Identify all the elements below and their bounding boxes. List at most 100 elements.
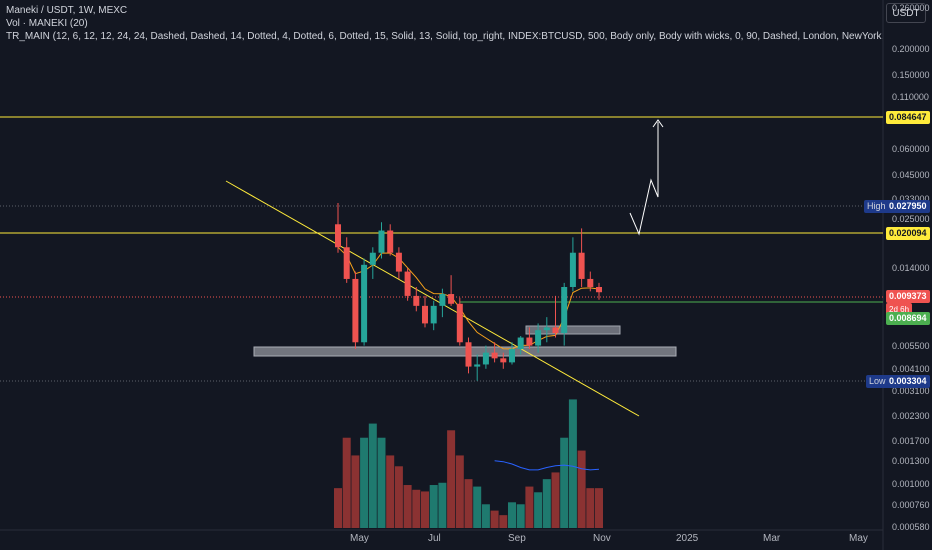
price-axis-label: 0.002300 [892, 411, 930, 421]
resistance-price-badge: 0.020094 [886, 227, 930, 240]
volume-bar [394, 466, 403, 528]
price-axis-label: 0.005500 [892, 341, 930, 351]
candle-body [509, 349, 515, 363]
candle-body [596, 286, 602, 293]
candle-body [369, 252, 376, 265]
volume-bar [525, 486, 534, 528]
volume-bar [568, 399, 577, 528]
price-axis-label: 0.110000 [892, 92, 929, 102]
candle-body [491, 352, 498, 359]
low-price-badge: 0.003304 [886, 375, 930, 388]
price-axis-label: 0.060000 [892, 144, 930, 154]
candle-body [439, 294, 446, 306]
projection-arrow-head [652, 119, 664, 128]
candle-body [482, 352, 489, 365]
time-label-mar: Mar [763, 533, 781, 544]
high-label-badge: High [864, 200, 889, 213]
price-axis-label: 0.003100 [892, 386, 930, 396]
time-label-2025: 2025 [676, 533, 699, 544]
candle-body [413, 295, 420, 306]
price-axis-label: 0.260000 [892, 3, 930, 13]
current-price-badge: 0.009373 [886, 290, 930, 303]
candle-body [578, 252, 585, 279]
time-label-jul: Jul [428, 533, 441, 544]
candle-body [361, 264, 368, 343]
candle-body [535, 330, 542, 346]
volume-bar [464, 479, 473, 528]
candlesticks [335, 203, 602, 381]
candle-body [474, 364, 481, 367]
candle-body [343, 247, 350, 279]
price-axis-label: 0.200000 [892, 44, 930, 54]
candle-body [352, 278, 359, 343]
candle-body [422, 305, 428, 324]
candle-body [465, 342, 472, 367]
candle-body [552, 327, 559, 334]
candle-body [335, 224, 341, 248]
volume-bar [368, 423, 377, 528]
descending-trendline [225, 180, 640, 417]
volume-bar [412, 489, 421, 528]
candle-body [448, 294, 455, 304]
candle-body [404, 271, 411, 296]
tr-main-indicator-title: TR_MAIN (12, 6, 12, 12, 24, 24, Dashed, … [6, 31, 886, 42]
projection-path [629, 122, 659, 236]
high-price-badge: 0.027950 [886, 200, 930, 213]
volume-bar [516, 504, 525, 528]
volume-bar [595, 488, 603, 528]
volume-bar [499, 515, 508, 528]
target-price-badge: 0.084647 [886, 111, 930, 124]
candle-body [526, 337, 533, 346]
volume-ma-line [494, 460, 600, 471]
volume-bar [577, 450, 586, 528]
price-axis-label: 0.000760 [892, 500, 930, 510]
candle-body [500, 358, 507, 363]
volume-bar [386, 455, 395, 528]
price-axis-label: 0.001300 [892, 456, 930, 466]
volume-bar [360, 437, 369, 528]
candle-body [543, 327, 550, 331]
candle-body [561, 286, 568, 334]
volume-bars [334, 399, 603, 528]
price-axis-label: 0.150000 [892, 70, 930, 80]
low-label-badge: Low [866, 375, 889, 388]
support-zone-lower [253, 346, 677, 357]
candle-body [430, 305, 437, 324]
support-zone-upper [525, 325, 621, 335]
volume-bar [560, 437, 569, 528]
candle-body [387, 230, 394, 253]
volume-bar [542, 479, 551, 528]
price-axis-label: 0.001700 [892, 436, 930, 446]
candle-body [517, 337, 524, 350]
volume-bar [534, 492, 543, 528]
price-axis-label: 0.033000 [892, 194, 930, 204]
volume-bar [473, 486, 482, 528]
volume-bar [438, 482, 447, 528]
price-axis-label: 0.000580 [892, 522, 930, 532]
volume-bar [351, 455, 360, 528]
price-axis-label: 0.014000 [892, 263, 930, 273]
volume-bar [447, 430, 456, 528]
volume-bar [342, 437, 351, 528]
time-label-nov: Nov [593, 533, 611, 544]
volume-bar [403, 485, 412, 528]
volume-bar [490, 510, 499, 528]
volume-indicator-title: Vol · MANEKI (20) [6, 18, 88, 29]
volume-bar [455, 455, 464, 528]
time-label-sep: Sep [508, 533, 526, 544]
price-axis-label: 0.045000 [892, 170, 930, 180]
price-axis-label: 0.001000 [892, 479, 930, 489]
volume-bar [334, 488, 342, 528]
time-label-may: May [350, 533, 369, 544]
volume-bar [551, 472, 560, 528]
time-label-may-2025: May [849, 533, 868, 544]
volume-bar [377, 437, 386, 528]
volume-bar [481, 504, 490, 528]
candle-body [378, 230, 385, 253]
volume-bar [586, 488, 595, 528]
candle-body [587, 278, 594, 287]
symbol-title: Maneki / USDT, 1W, MEXC [6, 5, 128, 16]
currency-button[interactable]: USDT [886, 3, 926, 23]
price-axis-label: 0.004100 [892, 364, 930, 374]
